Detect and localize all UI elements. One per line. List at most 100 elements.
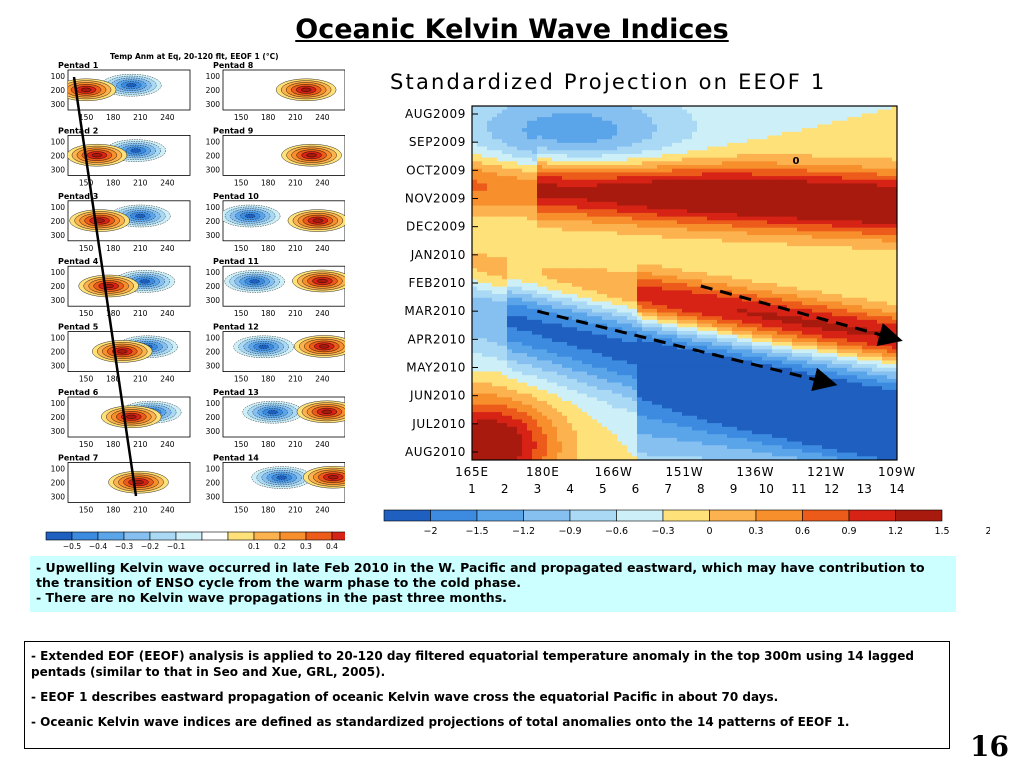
projection-cell	[877, 279, 883, 284]
projection-cell	[592, 260, 598, 265]
projection-cell	[627, 157, 633, 162]
projection-cell	[847, 194, 853, 199]
projection-cell	[752, 246, 758, 251]
projection-cell	[532, 153, 538, 159]
projection-cell	[817, 216, 823, 221]
projection-cell	[857, 176, 863, 181]
projection-cell	[592, 179, 598, 184]
projection-cell	[852, 301, 858, 306]
projection-cell	[612, 179, 618, 184]
projection-cell	[797, 106, 803, 111]
projection-cell	[802, 235, 808, 240]
projection-cell	[537, 209, 543, 214]
projection-cell	[762, 216, 768, 221]
projection-cell	[887, 231, 893, 236]
projection-cell	[547, 279, 553, 284]
projection-cell	[827, 128, 833, 133]
projection-cell	[582, 238, 588, 243]
projection-cell	[787, 120, 793, 125]
projection-cell	[792, 157, 798, 162]
projection-cell	[522, 297, 528, 302]
projection-cell	[637, 297, 643, 302]
projection-cell	[857, 179, 863, 184]
projection-cell	[532, 131, 538, 136]
projection-cell	[742, 124, 748, 129]
projection-cell	[857, 246, 863, 251]
projection-cell	[647, 235, 653, 240]
projection-cell	[617, 290, 623, 295]
projection-cell	[677, 224, 683, 229]
projection-cell	[887, 305, 893, 310]
projection-cell	[712, 242, 718, 247]
depth-tick-label: 100	[51, 203, 66, 212]
projection-cell	[592, 153, 598, 159]
depth-tick-label: 300	[51, 362, 66, 371]
projection-cell	[662, 216, 668, 221]
projection-cell	[747, 165, 753, 170]
projection-cell	[577, 209, 583, 214]
projection-cell	[727, 179, 733, 184]
projection-cell	[797, 135, 803, 140]
projection-cell	[672, 216, 678, 221]
projection-cell	[602, 279, 608, 284]
depth-tick-label: 300	[51, 427, 66, 436]
projection-cell	[557, 120, 563, 125]
projection-cell	[697, 201, 703, 206]
projection-cell	[877, 135, 883, 140]
projection-cell	[892, 249, 897, 254]
projection-cell	[527, 271, 533, 277]
projection-cell	[517, 294, 523, 299]
projection-cell	[572, 109, 578, 114]
projection-cell	[607, 264, 613, 269]
projection-cell	[652, 253, 658, 258]
projection-cell	[797, 209, 803, 214]
projection-cell	[507, 109, 513, 114]
lon-tick-label: 210	[288, 309, 303, 318]
projection-cell	[547, 183, 553, 188]
projection-cell	[607, 113, 613, 118]
projection-cell	[722, 106, 728, 111]
projection-cell	[642, 190, 648, 195]
projection-cell	[857, 279, 863, 284]
projection-cell	[742, 275, 748, 280]
projection-cell	[722, 168, 728, 173]
projection-cell	[767, 216, 773, 221]
projection-cell	[697, 142, 703, 147]
projection-cell	[872, 165, 878, 170]
projection-cell	[767, 131, 773, 136]
projection-cell	[852, 224, 858, 229]
colorbar-tick-label: 0.3	[300, 542, 312, 551]
projection-cell	[502, 157, 508, 162]
projection-cell	[737, 201, 743, 206]
projection-cell	[822, 142, 828, 147]
projection-cell	[682, 253, 688, 258]
projection-cell	[672, 275, 678, 280]
projection-cell	[887, 235, 893, 240]
projection-cell	[842, 168, 848, 173]
projection-cell	[667, 161, 673, 166]
projection-cell	[492, 216, 498, 221]
projection-cell	[787, 279, 793, 284]
projection-cell	[767, 153, 773, 159]
projection-cell	[647, 246, 653, 251]
projection-cell	[837, 294, 843, 299]
projection-cell	[502, 183, 508, 188]
projection-cell	[792, 238, 798, 243]
projection-cell	[642, 157, 648, 162]
projection-cell	[782, 264, 788, 269]
pentad-label: Pentad 2	[58, 126, 98, 135]
projection-cell	[867, 286, 873, 291]
projection-cell	[727, 238, 733, 243]
projection-cell	[667, 305, 673, 310]
projection-cell	[692, 231, 698, 236]
projection-cell	[592, 235, 598, 240]
projection-cell	[612, 142, 618, 147]
projection-cell	[737, 113, 743, 118]
projection-cell	[662, 124, 668, 129]
projection-cell	[597, 238, 603, 243]
projection-cell	[782, 187, 788, 192]
projection-cell	[777, 297, 783, 302]
projection-cell	[617, 179, 623, 184]
projection-cell	[707, 161, 713, 166]
projection-cell	[557, 253, 563, 258]
